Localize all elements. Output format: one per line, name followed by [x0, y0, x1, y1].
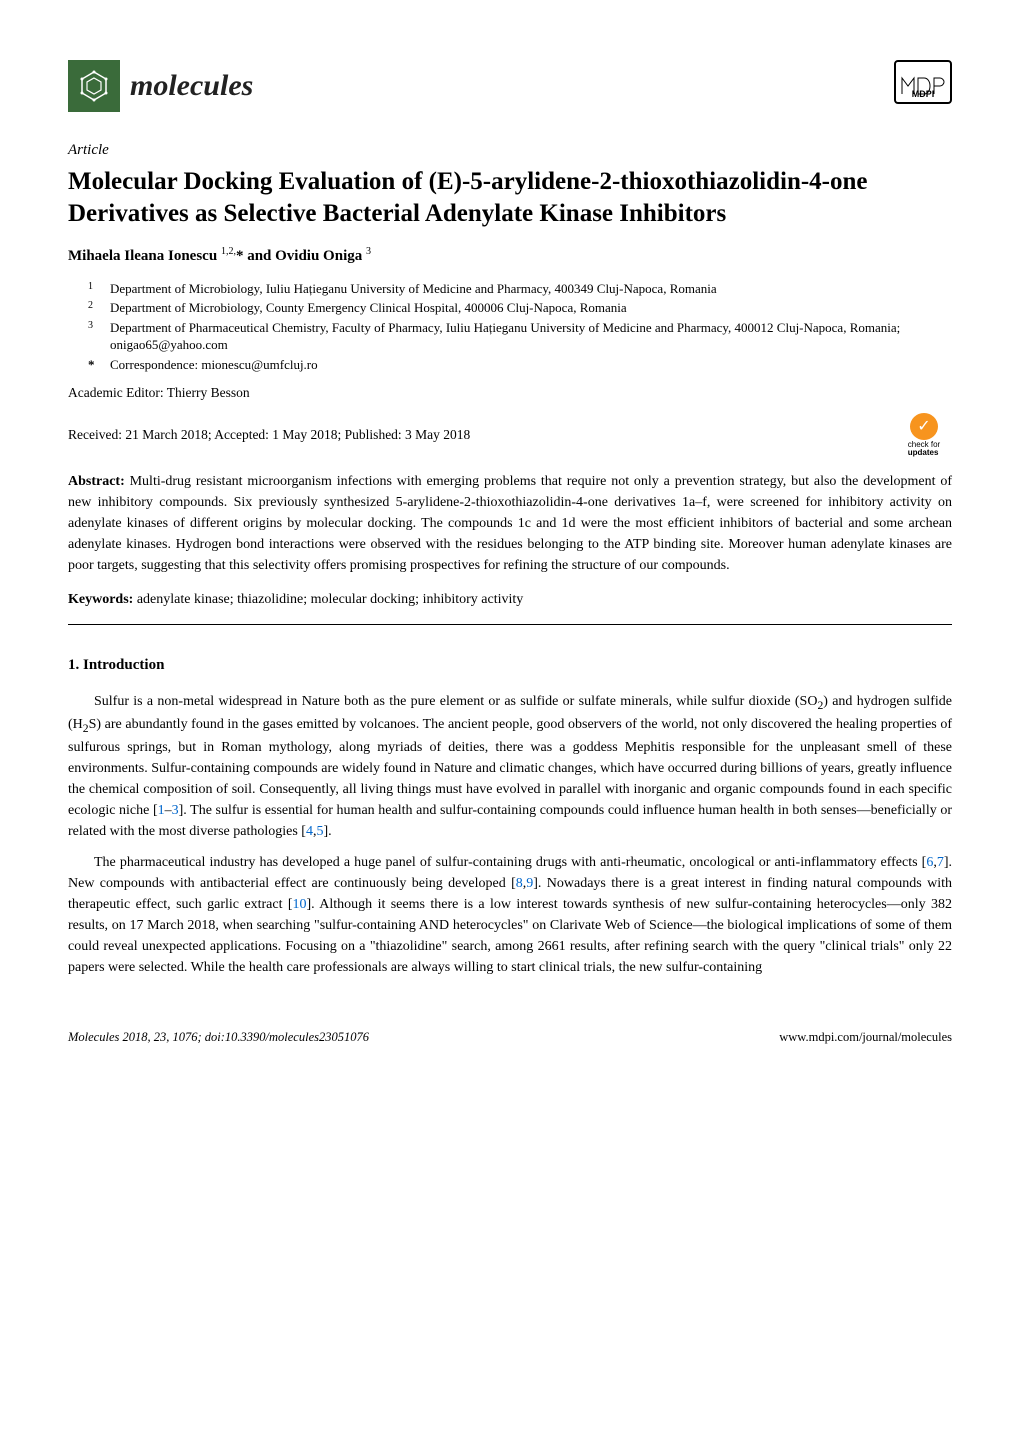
- reference-link[interactable]: 7: [937, 855, 944, 870]
- reference-link[interactable]: 4: [306, 824, 313, 839]
- check-updates-bold: updates: [908, 448, 939, 457]
- reference-link[interactable]: 10: [293, 897, 307, 912]
- affiliation-number: 3: [88, 319, 100, 354]
- header: molecules MDPI: [68, 60, 952, 112]
- affiliation-row: 1 Department of Microbiology, Iuliu Hați…: [88, 280, 952, 298]
- text-span: ].: [323, 824, 331, 839]
- footer-citation: Molecules 2018, 23, 1076; doi:10.3390/mo…: [68, 1028, 369, 1046]
- section-heading: 1. Introduction: [68, 655, 952, 677]
- publication-dates: Received: 21 March 2018; Accepted: 1 May…: [68, 425, 470, 445]
- dates-row: Received: 21 March 2018; Accepted: 1 May…: [68, 413, 952, 457]
- authors: Mihaela Ileana Ionescu 1,2,* and Ovidiu …: [68, 245, 952, 268]
- affiliation-row: * Correspondence: mionescu@umfcluj.ro: [88, 356, 952, 374]
- abstract-text: Multi-drug resistant microorganism infec…: [68, 474, 952, 573]
- affiliations: 1 Department of Microbiology, Iuliu Hați…: [88, 280, 952, 374]
- page-footer: Molecules 2018, 23, 1076; doi:10.3390/mo…: [68, 1028, 952, 1046]
- affiliation-number: 1: [88, 280, 100, 298]
- journal-logo: molecules: [68, 60, 253, 112]
- academic-editor: Academic Editor: Thierry Besson: [68, 383, 952, 403]
- text-span: –: [165, 803, 172, 818]
- publisher-logo: MDPI: [894, 60, 952, 104]
- article-title: Molecular Docking Evaluation of (E)-5-ar…: [68, 166, 952, 231]
- affiliation-text: Department of Pharmaceutical Chemistry, …: [110, 319, 952, 354]
- affiliation-text: Department of Microbiology, Iuliu Hațieg…: [110, 280, 717, 298]
- keywords-text: adenylate kinase; thiazolidine; molecula…: [137, 592, 523, 607]
- affiliation-text: Department of Microbiology, County Emerg…: [110, 299, 627, 317]
- journal-icon: [68, 60, 120, 112]
- reference-link[interactable]: 3: [172, 803, 179, 818]
- footer-url: www.mdpi.com/journal/molecules: [779, 1028, 952, 1046]
- correspondence-text: Correspondence: mionescu@umfcluj.ro: [110, 356, 318, 374]
- svg-text:MDPI: MDPI: [912, 89, 935, 99]
- check-updates-badge[interactable]: ✓ check forupdates: [896, 413, 952, 457]
- keywords-label: Keywords:: [68, 592, 133, 607]
- text-span: The pharmaceutical industry has develope…: [94, 855, 926, 870]
- reference-link[interactable]: 1: [158, 803, 165, 818]
- journal-name: molecules: [130, 64, 253, 108]
- keywords: Keywords: adenylate kinase; thiazolidine…: [68, 590, 952, 610]
- affiliation-number: 2: [88, 299, 100, 317]
- section-divider: [68, 624, 952, 625]
- body-paragraph: Sulfur is a non-metal widespread in Natu…: [68, 691, 952, 843]
- text-span: Sulfur is a non-metal widespread in Natu…: [94, 694, 817, 709]
- affiliation-row: 2 Department of Microbiology, County Eme…: [88, 299, 952, 317]
- text-span: ]. The sulfur is essential for human hea…: [68, 803, 952, 839]
- article-type: Article: [68, 140, 952, 162]
- body-paragraph: The pharmaceutical industry has develope…: [68, 852, 952, 978]
- reference-link[interactable]: 8: [516, 876, 523, 891]
- abstract-label: Abstract:: [68, 474, 125, 489]
- abstract: Abstract: Multi-drug resistant microorga…: [68, 471, 952, 576]
- affiliation-row: 3 Department of Pharmaceutical Chemistry…: [88, 319, 952, 354]
- correspondence-marker: *: [88, 356, 100, 374]
- check-icon: ✓: [910, 413, 938, 440]
